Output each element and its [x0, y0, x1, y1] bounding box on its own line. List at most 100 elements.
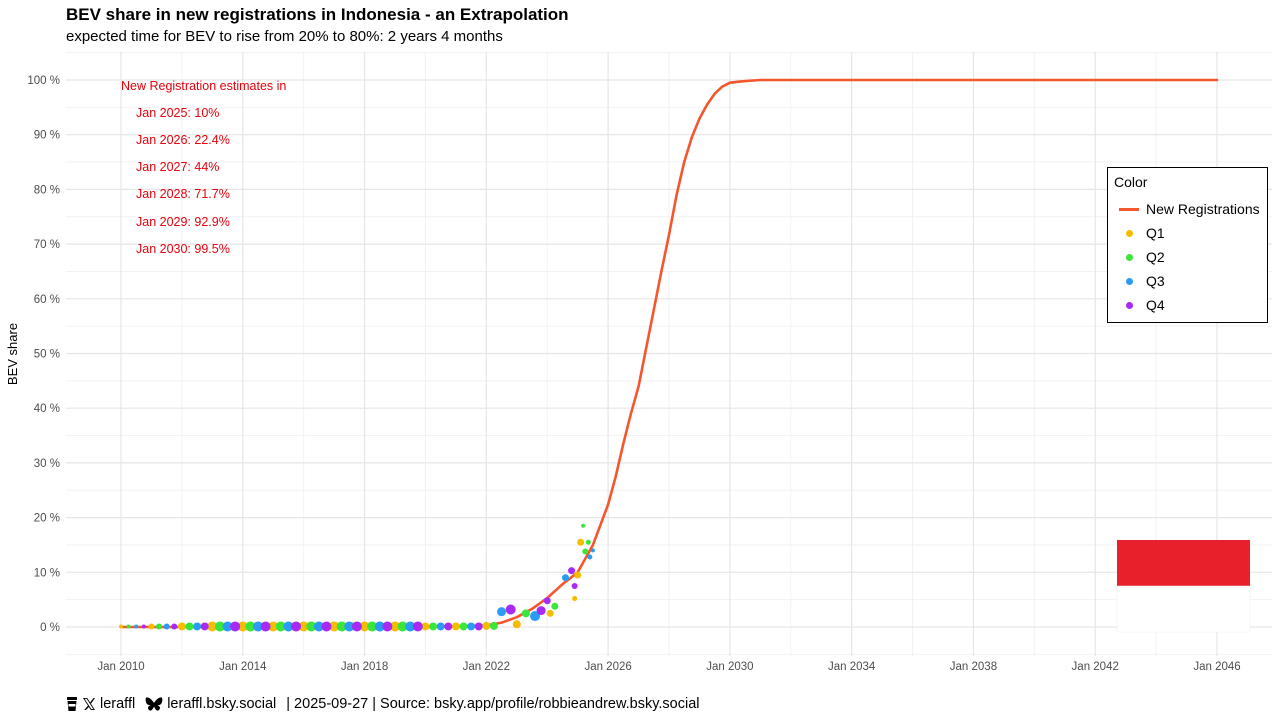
- legend-key-dot: [1118, 253, 1140, 261]
- x-tick-label: Jan 2022: [463, 661, 510, 673]
- data-point-q1: [359, 621, 370, 632]
- data-point-q3: [561, 574, 569, 582]
- data-point-q2: [551, 602, 559, 610]
- data-point-q4: [351, 621, 362, 632]
- data-point-q1: [572, 596, 578, 602]
- data-point-q1: [298, 621, 309, 632]
- legend-key-dot: [1118, 277, 1140, 285]
- legend-label: New Registrations: [1146, 201, 1260, 217]
- data-point-q4: [444, 622, 453, 631]
- legend-dot-swatch: [1125, 301, 1133, 309]
- data-point-q2: [275, 621, 286, 632]
- data-point-q2: [521, 609, 530, 618]
- y-tick-label: 100 %: [27, 75, 60, 87]
- legend-dot-swatch: [1125, 229, 1133, 237]
- data-point-q4: [141, 624, 146, 629]
- x-tick-label: Jan 2014: [219, 661, 267, 673]
- legend-item-q4: Q4: [1118, 295, 1165, 315]
- data-point-q1: [119, 624, 123, 629]
- x-tick-label: Jan 2034: [828, 661, 876, 673]
- data-point-q1: [237, 621, 248, 632]
- legend-key-dot: [1118, 301, 1140, 309]
- annotation-line: Jan 2028: 71.7%: [136, 187, 230, 201]
- legend-label: Q3: [1146, 273, 1165, 289]
- annotation-line: Jan 2027: 44%: [136, 160, 219, 174]
- legend-key-dot: [1118, 229, 1140, 237]
- legend-item-q2: Q2: [1118, 247, 1165, 267]
- caption: leraffl leraffl.bsky.social | 2025-09-27…: [66, 696, 700, 712]
- x-tick-label: Jan 2026: [584, 661, 631, 673]
- data-point-q4: [382, 621, 393, 632]
- estimates-annotation: New Registration estimates in Jan 2025: …: [121, 79, 286, 256]
- x-tick-label: Jan 2030: [706, 661, 753, 673]
- data-point-q4: [321, 621, 332, 632]
- data-point-q3: [344, 621, 355, 632]
- flag-white-band: [1116, 585, 1251, 633]
- data-point-q1: [577, 538, 585, 546]
- annotation-line: Jan 2025: 10%: [136, 106, 219, 120]
- annotation-line: Jan 2026: 22.4%: [136, 133, 230, 147]
- y-tick-label: 50 %: [34, 349, 60, 361]
- y-tick-label: 30 %: [34, 458, 60, 470]
- indonesia-flag: [1116, 540, 1251, 633]
- legend-item-new-registrations: New Registrations: [1118, 199, 1260, 219]
- y-tick-label: 40 %: [34, 403, 60, 415]
- y-tick-label: 60 %: [34, 294, 60, 306]
- annotation-line: Jan 2029: 92.9%: [136, 215, 230, 229]
- bsky-handle: leraffl.bsky.social: [167, 696, 277, 712]
- x-logo-icon: [82, 697, 96, 711]
- data-point-q4: [474, 622, 483, 631]
- data-point-q4: [412, 621, 423, 632]
- data-point-q1: [148, 623, 155, 630]
- data-point-q4: [171, 623, 178, 630]
- legend-dot-swatch: [1125, 277, 1133, 285]
- legend-title: Color: [1114, 174, 1148, 190]
- data-point-q2: [585, 539, 591, 545]
- curve-layer: [119, 78, 1219, 629]
- data-point-q3: [405, 621, 416, 632]
- data-point-q4: [536, 606, 546, 616]
- x-tick-labels: Jan 2010 Jan 2014 Jan 2018 Jan 2022 Jan 2026…: [97, 661, 1240, 673]
- caption-source: | 2025-09-27 | Source: bsky.app/profile/…: [286, 696, 700, 712]
- annotation-heading: New Registration estimates in: [121, 79, 286, 93]
- grid-minor: [66, 52, 1272, 656]
- data-point-q3: [530, 611, 541, 622]
- data-point-q2: [397, 621, 408, 632]
- data-point-q2: [429, 622, 438, 631]
- data-point-q2: [306, 621, 317, 632]
- new-registrations-curve: [119, 78, 1219, 629]
- data-point-q2: [459, 622, 468, 631]
- data-point-q1: [482, 621, 491, 630]
- y-tick-label: 20 %: [34, 513, 60, 525]
- data-point-q4: [505, 604, 516, 615]
- data-point-q4: [571, 582, 578, 589]
- data-point-q3: [587, 554, 593, 560]
- y-tick-label: 90 %: [34, 130, 60, 142]
- data-point-q1: [207, 621, 218, 632]
- data-point-q2: [156, 623, 163, 630]
- y-tick-label: 70 %: [34, 239, 60, 251]
- x-tick-label: Jan 2042: [1072, 661, 1119, 673]
- legend-label: Q2: [1146, 249, 1165, 265]
- flag-red-band: [1117, 540, 1250, 586]
- data-point-q3: [283, 621, 294, 632]
- data-point-q4: [230, 621, 241, 632]
- data-point-q2: [367, 621, 378, 632]
- legend-label: Q4: [1146, 297, 1165, 313]
- data-point-q3: [222, 621, 233, 632]
- coffee-cup-icon: [66, 696, 78, 712]
- legend-line-swatch: [1119, 207, 1139, 211]
- data-point-q3: [134, 624, 139, 629]
- y-tick-label: 80 %: [34, 184, 60, 196]
- data-point-q1: [329, 621, 340, 632]
- data-point-q3: [590, 548, 595, 553]
- data-point-q3: [193, 622, 202, 631]
- annotation-line: Jan 2030: 99.5%: [136, 242, 230, 256]
- data-point-q3: [313, 621, 324, 632]
- data-point-q3: [467, 622, 476, 631]
- legend-item-q3: Q3: [1118, 271, 1165, 291]
- data-point-q3: [253, 621, 263, 632]
- data-point-q1: [451, 622, 460, 631]
- y-tick-label: 10 %: [34, 567, 60, 579]
